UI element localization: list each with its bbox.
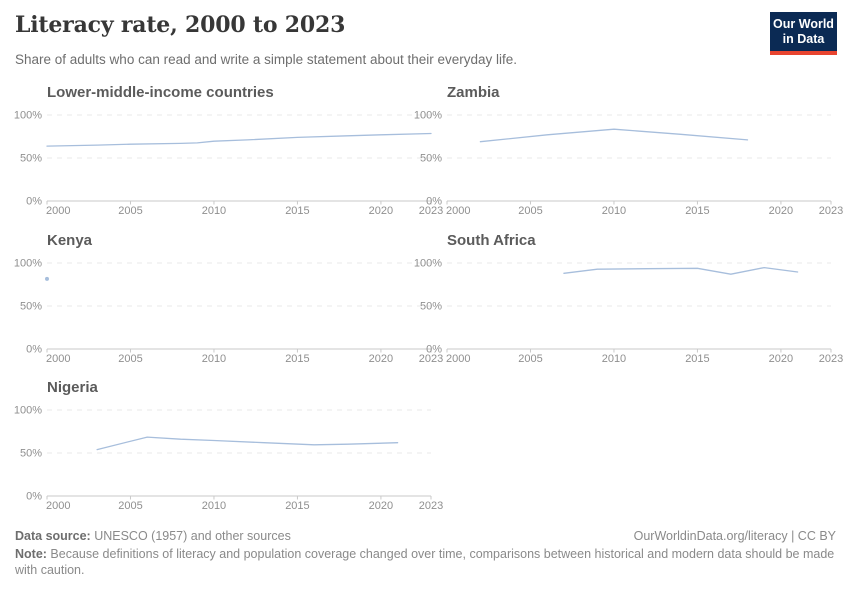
data-source-line: Data source: UNESCO (1957) and other sou… [15,528,291,544]
x-axis-tick-label: 2000 [446,353,470,365]
x-axis-tick-label: 2000 [446,205,470,217]
x-axis-tick-label: 2023 [419,353,443,365]
x-axis-tick-label: 2010 [202,205,226,217]
x-axis-tick-label: 2020 [769,353,793,365]
x-axis-tick-label: 2020 [369,500,393,512]
x-axis-tick-label: 2005 [118,205,142,217]
plot-kenya: 0% 50% 100% 2000 2005 2010 2015 2020 2023 [14,258,443,366]
x-axis-tick-label: 2023 [819,205,843,217]
chart-cell-kenya: Kenya 0% 50% 100% 2000 2005 2010 2015 2020 2023 [14,232,443,368]
note-text: Because definitions of literacy and popu… [15,547,835,577]
owid-logo-line2: in Data [782,32,825,46]
y-axis-tick-label: 50% [20,153,42,165]
page-title: Literacy rate, 2000 to 2023 [15,12,346,38]
y-axis-tick-label: 100% [14,405,42,417]
plot-lower-middle-income-countries: 0% 50% 100% 2000 2005 2010 2015 2020 2023 [14,110,443,218]
chart-entity-title-south-africa: South Africa [447,232,536,249]
x-axis-tick-label: 2015 [685,205,709,217]
y-axis-tick-label: 100% [14,258,42,270]
chart-cell-south-africa: South Africa 0% 50% 100% 2000 2005 2010 2015 202… [414,232,843,368]
owid-license-link[interactable]: OurWorldinData.org/literacy | CC BY [633,529,836,543]
x-axis-tick-label: 2015 [285,500,309,512]
x-axis-tick-label: 2023 [819,353,843,365]
plot-nigeria: 0% 50% 100% 2000 2005 2010 2015 2020 2023 [14,405,443,513]
plot-south-africa: 0% 50% 100% 2000 2005 2010 2015 2020 2023 [414,258,843,366]
chart-entity-title-lower-middle-income-countries: Lower-middle-income countries [47,84,274,101]
note-label: Note: [15,547,47,561]
data-point-kenya [45,276,49,281]
x-axis-tick-label: 2005 [518,205,542,217]
chart-entity-title-kenya: Kenya [47,232,93,249]
chart-subtitle: Share of adults who can read and write a… [15,52,518,67]
x-axis-tick-label: 2000 [46,205,70,217]
y-axis-tick-label: 50% [20,448,42,460]
y-axis-tick-label: 0% [26,344,42,356]
x-axis-tick-label: 2023 [419,205,443,217]
data-line-zambia [479,128,749,143]
x-axis-tick-label: 2010 [602,205,626,217]
data-line-lower-middle-income-countries [46,132,432,147]
x-axis-tick-label: 2015 [685,353,709,365]
y-axis-tick-label: 100% [14,110,42,122]
x-axis-tick-label: 2005 [118,353,142,365]
chart-entity-title-zambia: Zambia [447,84,500,101]
x-axis-tick-label: 2005 [118,500,142,512]
y-axis-tick-label: 50% [420,301,442,313]
data-line-south-africa [563,266,799,275]
data-line-nigeria [96,436,399,451]
x-axis-tick-label: 2010 [202,353,226,365]
data-source-label: Data source: [15,529,91,543]
footer-source-row: Data source: UNESCO (1957) and other sou… [15,528,836,544]
x-axis-tick-label: 2015 [285,205,309,217]
y-axis-tick-label: 0% [426,344,442,356]
x-axis-tick-label: 2015 [285,353,309,365]
chart-cell-zambia: Zambia 0% 50% 100% 2000 2005 2010 2015 2020 2023 [414,84,843,220]
y-axis-tick-label: 0% [26,196,42,208]
chart-entity-title-nigeria: Nigeria [47,379,98,396]
chart-cell-nigeria: Nigeria 0% 50% 100% 2000 2005 2010 2015 2020 2023 [14,379,443,515]
owid-logo[interactable]: Our World in Data [770,12,837,55]
owid-logo-line1: Our World [773,17,834,31]
x-axis-tick-label: 2000 [46,353,70,365]
data-source-text: UNESCO (1957) and other sources [90,529,291,543]
footer: Data source: UNESCO (1957) and other sou… [15,528,836,578]
y-axis-tick-label: 50% [20,301,42,313]
y-axis-tick-label: 0% [426,196,442,208]
x-axis-tick-label: 2000 [46,500,70,512]
footer-note: Note: Because definitions of literacy an… [15,546,836,578]
x-axis-tick-label: 2020 [769,205,793,217]
y-axis-tick-label: 50% [420,153,442,165]
chart-cell-lower-middle-income-countries: Lower-middle-income countries 0% 50% 100% 20… [14,84,443,220]
x-axis-tick-label: 2020 [369,205,393,217]
x-axis-tick-label: 2010 [602,353,626,365]
x-axis-tick-label: 2005 [518,353,542,365]
x-axis-tick-label: 2020 [369,353,393,365]
x-axis-tick-label: 2023 [419,500,443,512]
y-axis-tick-label: 100% [414,258,442,270]
x-axis-tick-label: 2010 [202,500,226,512]
plot-zambia: 0% 50% 100% 2000 2005 2010 2015 2020 2023 [414,110,843,218]
y-axis-tick-label: 0% [26,491,42,503]
y-axis-tick-label: 100% [414,110,442,122]
